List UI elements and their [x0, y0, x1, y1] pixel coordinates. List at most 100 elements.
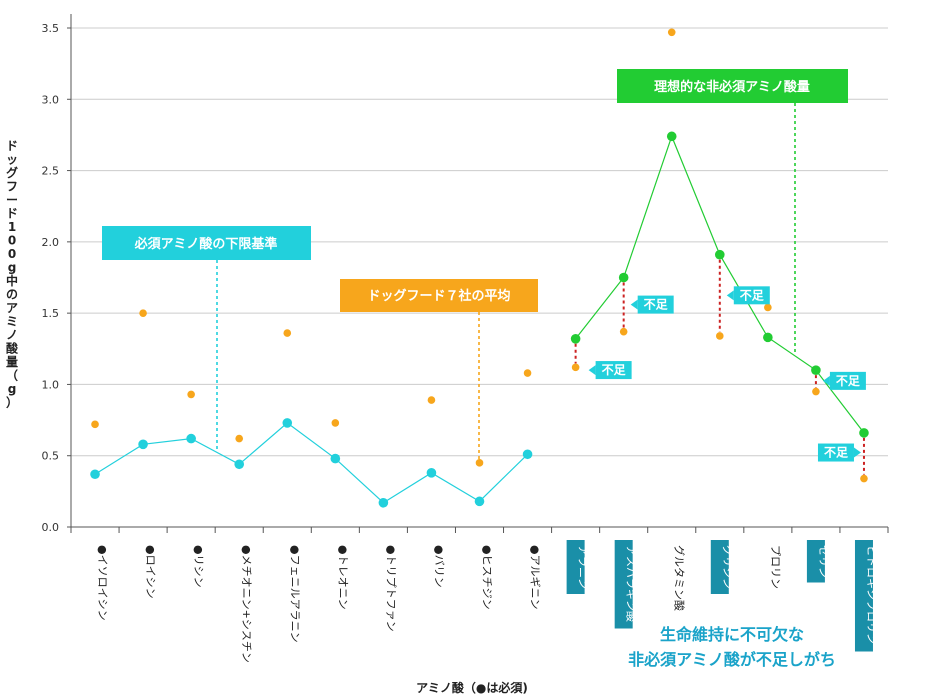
series-point [474, 496, 485, 507]
category-label: ●フェニルアラニン [288, 545, 301, 643]
series-point [475, 459, 484, 467]
y-tick-label: 3.0 [42, 93, 60, 106]
series-point [812, 387, 820, 396]
series-point [283, 329, 292, 337]
y-axis-label-char: g [8, 260, 17, 274]
series-point [331, 419, 340, 427]
y-axis-label-char: ッ [6, 152, 18, 166]
series-line [94, 422, 528, 504]
series-point [187, 390, 195, 399]
series-point [859, 428, 869, 438]
y-axis-label-char: ミ [6, 314, 18, 328]
category-label: ヒドロキシプロリン [865, 545, 878, 644]
series-point [619, 327, 628, 336]
series-point [522, 449, 533, 460]
category-label: グルタミン酸 [673, 545, 687, 611]
series-point [763, 332, 773, 343]
category-label: アラニン [577, 545, 590, 589]
callout-average: ドッグフード７社の平均 [340, 279, 538, 312]
y-axis-label-char: 量 [6, 355, 18, 369]
category-label: ●メチオニン+シスチン [240, 545, 253, 663]
shortage-tag-pointer [630, 299, 638, 310]
series-point [667, 28, 676, 37]
category-label: ●トリプトファン [384, 545, 397, 632]
x-category-labels: ●イソロイシン ●ロイシン ●リシン ●メチオニン+シスチン ●フェニルアラニン ●トレオ… [96, 540, 878, 663]
series [90, 28, 869, 508]
category-highlight-box [854, 540, 873, 652]
y-axis-label-char: ア [6, 301, 18, 315]
series-point [570, 334, 581, 344]
note-line-2: 非必須アミノ酸が不足しがち [628, 650, 836, 669]
shortage-tag [817, 443, 854, 462]
series-point [235, 434, 244, 443]
series-point [860, 474, 868, 483]
y-tick-label: 2.0 [42, 236, 60, 249]
callout-lower-bound-box [102, 226, 311, 260]
x-axis-label: アミノ酸（●は必須) [416, 680, 528, 695]
category-label: プロリン [769, 545, 782, 589]
callout-ideal: 理想的な非必須アミノ酸量 [617, 69, 848, 103]
y-axis-label-char: グ [6, 165, 18, 180]
y-axis-label-char: フ [6, 179, 18, 193]
y-axis-label-char: ー [6, 193, 18, 207]
y-axis-label-char: 1 [8, 220, 16, 234]
shortage-label: 不足 [740, 288, 764, 302]
y-tick-label: 1.0 [42, 378, 60, 391]
shortage-tag-pointer [588, 365, 596, 376]
y-tick-label: 3.5 [42, 22, 60, 35]
series-point [571, 363, 580, 372]
category-label: ●バリン [432, 545, 445, 588]
series-point [715, 332, 724, 340]
note-line-1: 生命維持に不可欠な [660, 625, 804, 644]
shortage-tag [637, 295, 674, 314]
series-point [138, 439, 148, 450]
callout-lower-bound: 必須アミノ酸の下限基準 [102, 226, 311, 260]
category-highlight-box [614, 540, 633, 629]
category-highlight-box [806, 540, 825, 583]
series-point [234, 459, 245, 470]
category-highlight-box [566, 540, 585, 594]
series-point [811, 365, 821, 375]
y-axis-label-char: 酸 [6, 340, 19, 355]
y-axis-label-char: 中 [6, 273, 18, 288]
series-point [139, 309, 147, 317]
y-axis-label-char: （ [6, 367, 18, 382]
shortage-tag-pointer [726, 290, 734, 301]
series-point [764, 303, 772, 312]
series-point [91, 420, 99, 429]
y-axis-label-char: ） [6, 394, 18, 409]
callout-ideal-box [617, 69, 848, 103]
series-point [426, 468, 437, 478]
shortage-label: 不足 [644, 298, 668, 312]
series-point [427, 396, 436, 404]
y-axis-label-char: g [8, 382, 17, 396]
series-point [666, 131, 677, 142]
y-axis-label-char: の [6, 287, 18, 301]
y-tick-label: 0.0 [42, 521, 60, 534]
category-label: ●アルギニン [529, 545, 542, 610]
category-label: グリシン [721, 545, 735, 589]
callout-connectors [216, 103, 796, 460]
shortage-label: 不足 [824, 446, 848, 460]
y-tick-label: 0.5 [42, 450, 60, 463]
category-label: セリン [817, 545, 830, 578]
y-tick-labels: 0.0 0.5 1.0 1.5 2.0 2.5 3.0 3.5 [42, 22, 60, 534]
y-axis-label-char: ノ [6, 328, 18, 342]
series-point [282, 418, 293, 428]
category-label: ●イソロイシン [96, 545, 109, 621]
series-point [523, 369, 532, 377]
shortage-tag-pointer [822, 375, 830, 386]
shortage-label: 不足 [602, 363, 626, 377]
category-label: ●トレオニン [336, 545, 349, 610]
series-point [714, 249, 725, 260]
y-tick-label: 2.5 [42, 165, 60, 178]
series-point [378, 497, 389, 508]
category-label: ●リシン [192, 545, 205, 588]
shortage-label: 不足 [836, 374, 860, 388]
y-axis-label-char: ド [6, 206, 18, 220]
callout-average-text: ドッグフード７社の平均 [367, 288, 510, 304]
category-label: アスパラギン酸 [625, 545, 639, 622]
